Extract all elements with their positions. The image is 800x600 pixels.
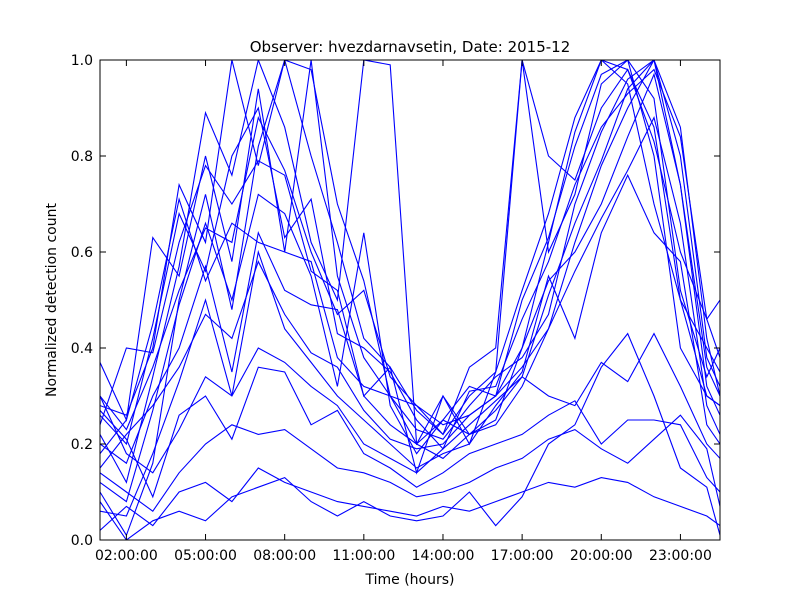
series-line-13 <box>100 332 720 474</box>
y-tick-label-4: 0.6 <box>71 245 93 261</box>
plot-lines <box>100 60 720 540</box>
y-tick-label-6: 1.0 <box>71 53 93 69</box>
series-line-17 <box>100 332 720 540</box>
x-axis-label: Time (hours) <box>365 572 455 588</box>
series-line-6 <box>100 60 720 454</box>
x-tick-label-6: 17:00:00 <box>491 548 554 564</box>
x-axis: 02:00:00 05:00:00 08:00:00 11:00:00 14:00:00… <box>95 60 712 564</box>
x-tick-label-2: 05:00:00 <box>174 548 237 564</box>
series-line-10 <box>100 116 720 465</box>
series-line-16 <box>100 467 720 531</box>
y-tick-label-1: 0.0 <box>71 533 93 549</box>
series-line-12 <box>100 173 720 517</box>
series-line-11 <box>100 72 720 469</box>
y-axis: 0.0 0.2 0.4 0.6 0.8 1.0 <box>71 53 720 549</box>
y-tick-label-5: 0.8 <box>71 149 93 165</box>
y-tick-label-2: 0.2 <box>71 437 93 453</box>
series-line-9 <box>100 60 720 503</box>
series-line-15 <box>100 414 720 512</box>
chart-title: Observer: hvezdarnavsetin, Date: 2015-12 <box>250 38 571 56</box>
y-axis-label: Normalized detection count <box>44 203 60 397</box>
plot-frame <box>99 59 721 541</box>
x-tick-label-4: 11:00:00 <box>332 548 395 564</box>
x-tick-label-1: 02:00:00 <box>95 548 158 564</box>
series-line-8 <box>100 68 720 450</box>
x-tick-label-3: 08:00:00 <box>253 548 316 564</box>
x-tick-label-5: 14:00:00 <box>412 548 475 564</box>
series-line-7 <box>100 60 720 431</box>
x-tick-label-8: 23:00:00 <box>649 548 712 564</box>
y-tick-label-3: 0.4 <box>71 341 93 357</box>
series-line-14 <box>100 366 720 499</box>
x-tick-label-7: 20:00:00 <box>570 548 633 564</box>
